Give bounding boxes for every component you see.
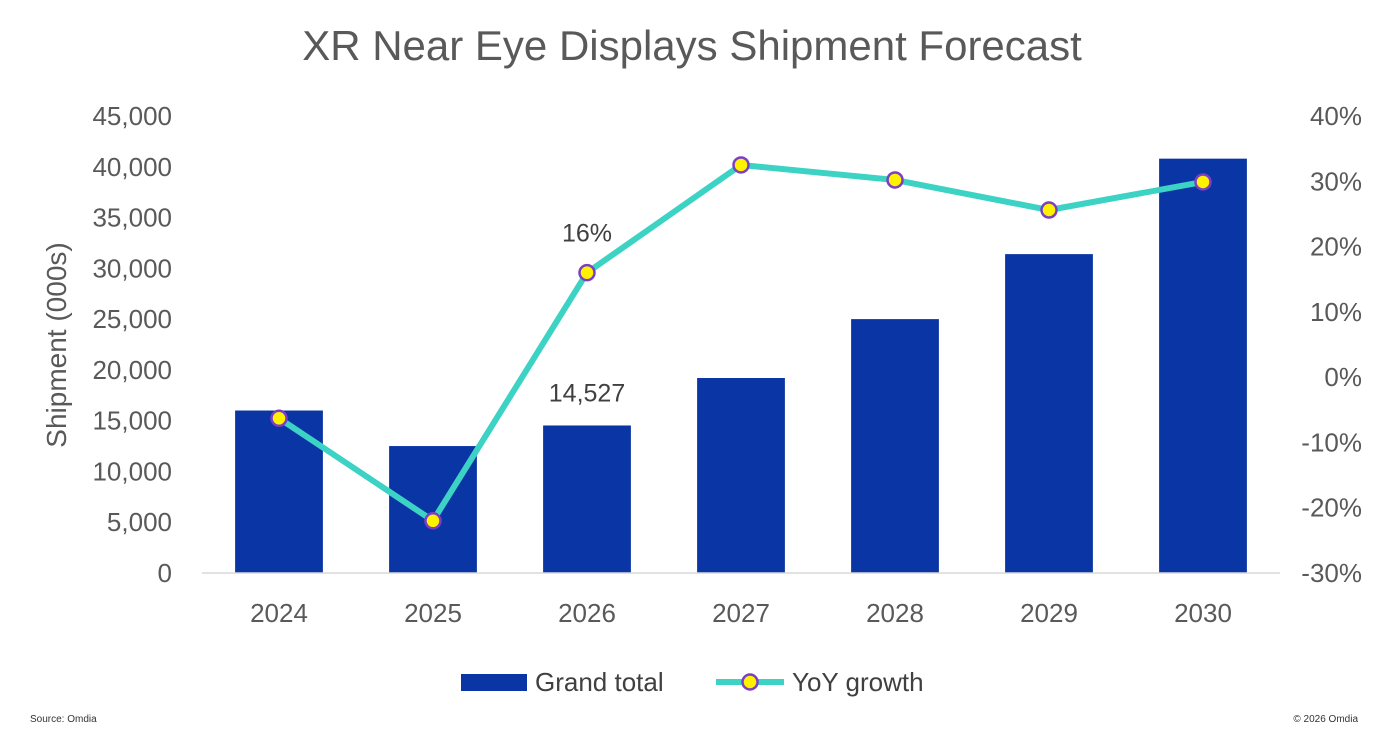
legend: Grand total YoY growth (461, 667, 924, 697)
yoy-marker-2030 (1194, 173, 1212, 191)
bar-2029 (1005, 254, 1093, 574)
line-series (270, 156, 1212, 530)
bar-series (235, 158, 1247, 574)
x-tick-label: 2026 (558, 598, 616, 628)
y-tick-label: 30,000 (92, 253, 172, 283)
data-labels: 14,527 16% (549, 220, 625, 408)
bar-2024 (235, 410, 323, 573)
legend-swatch-bar (461, 674, 527, 691)
y-tick-label: 0 (158, 558, 172, 588)
bar-2025 (389, 446, 477, 573)
x-tick-label: 2028 (866, 598, 924, 628)
y2-tick-label: 0% (1324, 362, 1362, 392)
bar-2027 (697, 378, 785, 573)
bar-2028 (851, 319, 939, 573)
x-tick-label: 2027 (712, 598, 770, 628)
source-note: Source: Omdia (30, 714, 97, 725)
y2-tick-label: -30% (1301, 558, 1362, 588)
y-tick-label: 35,000 (92, 203, 172, 233)
y-axis-title: Shipment (000s) (41, 242, 72, 447)
legend-marker (741, 673, 759, 691)
yoy-marker-2026 (578, 263, 596, 282)
legend-label-yoy-growth: YoY growth (792, 667, 924, 697)
data-label: 14,527 (549, 379, 625, 407)
y2-tick-label: 20% (1310, 232, 1362, 262)
y-tick-label: 40,000 (92, 152, 172, 182)
y-tick-label: 10,000 (92, 456, 172, 486)
bar-2030 (1159, 158, 1247, 574)
yoy-marker-2029 (1040, 201, 1058, 219)
y2-tick-label: -10% (1301, 427, 1362, 457)
chart-title: XR Near Eye Displays Shipment Forecast (302, 22, 1082, 69)
y2-axis-ticks: -30% -20% -10% 0% 10% 20% 30% 40% (1301, 101, 1362, 588)
yoy-marker-2028 (886, 171, 904, 189)
bar-2026 (543, 425, 631, 573)
x-tick-label: 2024 (250, 598, 308, 628)
x-tick-label: 2029 (1020, 598, 1078, 628)
x-axis-ticks: 2024 2025 2026 2027 2028 2029 2030 (250, 598, 1232, 628)
x-tick-label: 2030 (1174, 598, 1232, 628)
yoy-marker-2024 (270, 409, 288, 428)
y2-tick-label: 40% (1310, 101, 1362, 131)
y-tick-label: 15,000 (92, 406, 172, 436)
y-axis-ticks: 0 5,000 10,000 15,000 20,000 25,000 30,000 35,0… (92, 101, 172, 588)
y2-tick-label: 30% (1310, 166, 1362, 196)
y-tick-label: 5,000 (107, 507, 172, 537)
x-tick-label: 2025 (404, 598, 462, 628)
y-tick-label: 20,000 (92, 355, 172, 385)
yoy-marker-2027 (732, 156, 750, 174)
legend-label-grand-total: Grand total (535, 667, 664, 697)
y-tick-label: 45,000 (92, 101, 172, 131)
y2-tick-label: 10% (1310, 297, 1362, 327)
y2-tick-label: -20% (1301, 493, 1362, 523)
copyright-note: © 2026 Omdia (1293, 714, 1358, 725)
yoy-marker-2025 (424, 512, 442, 530)
y-tick-label: 25,000 (92, 304, 172, 334)
data-label: 16% (562, 220, 612, 248)
